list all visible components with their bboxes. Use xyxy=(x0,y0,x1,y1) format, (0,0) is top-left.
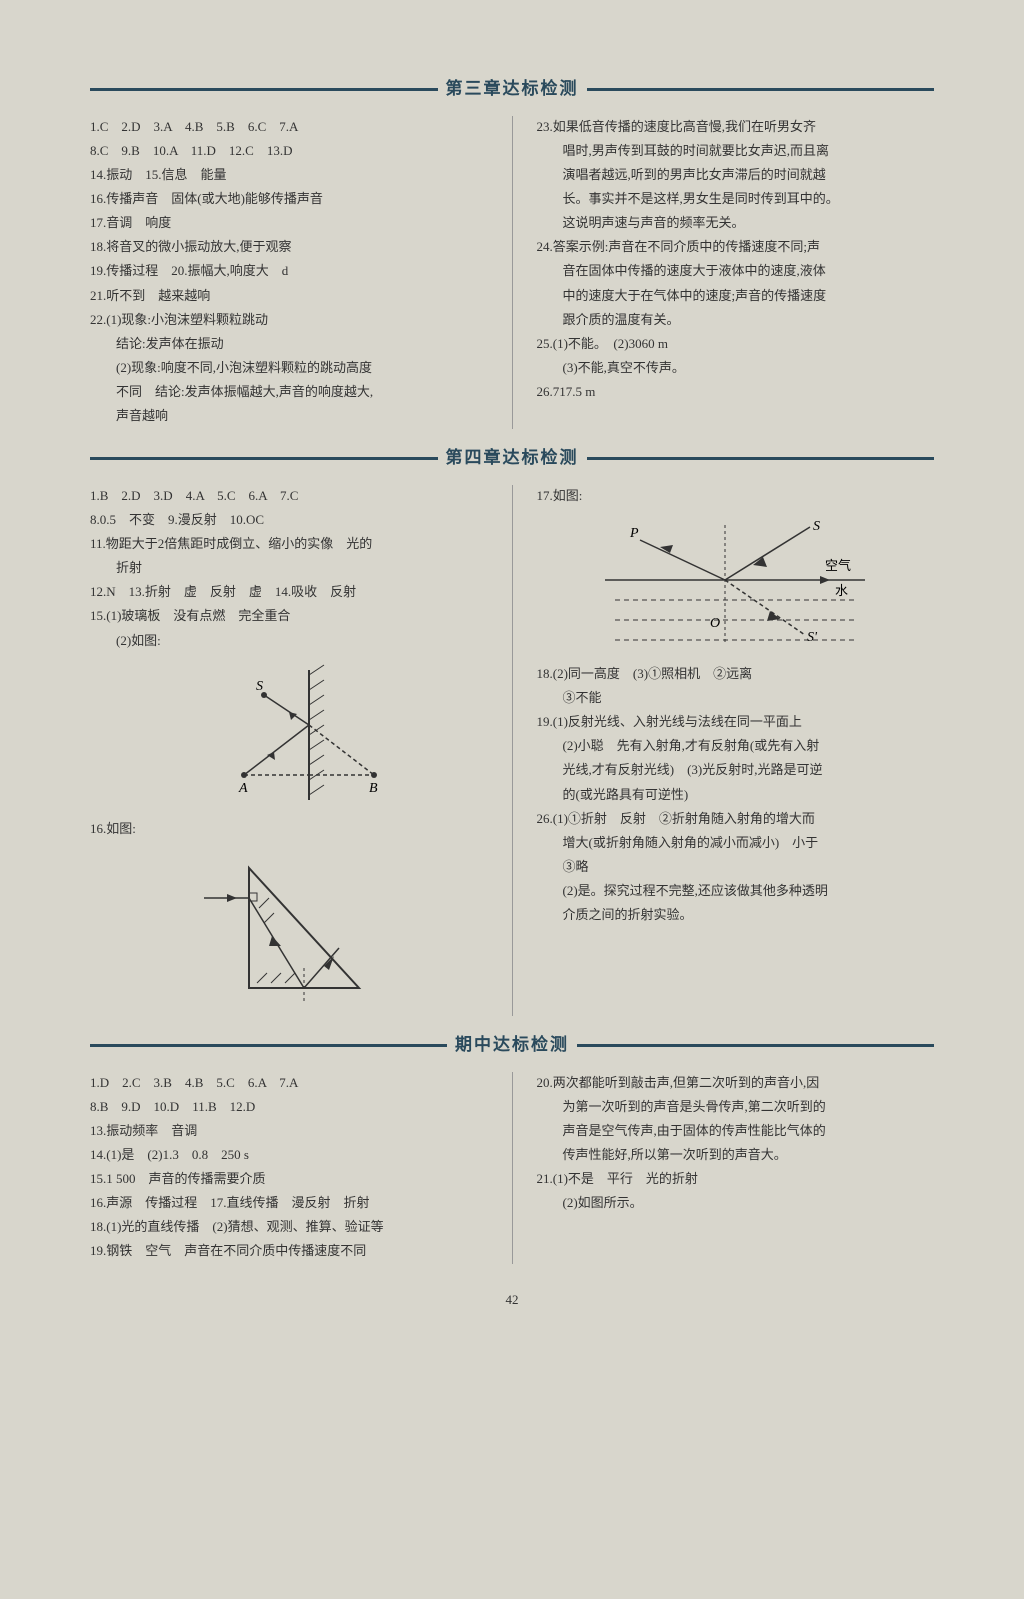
answer-line: (2)如图所示。 xyxy=(537,1192,935,1214)
section-2-left-col: 1.B 2.D 3.D 4.A 5.C 6.A 7.C8.0.5 不变 9.漫反… xyxy=(90,485,488,1016)
section-3-content: 1.D 2.C 3.B 4.B 5.C 6.A 7.A8.B 9.D 10.D … xyxy=(90,1072,934,1265)
answer-line: (3)不能,真空不传声。 xyxy=(537,357,935,379)
answer-line: 25.(1)不能。 (2)3060 m xyxy=(537,333,935,355)
header-line-right xyxy=(587,457,935,460)
section-2-content: 1.B 2.D 3.D 4.A 5.C 6.A 7.C8.0.5 不变 9.漫反… xyxy=(90,485,934,1016)
answer-line: 声音越响 xyxy=(90,405,488,427)
section-3-right-col: 20.两次都能听到敲击声,但第二次听到的声音小,因 为第一次听到的声音是头骨传声… xyxy=(537,1072,935,1265)
answer-line: 13.振动频率 音调 xyxy=(90,1120,488,1142)
header-line-right xyxy=(577,1044,934,1047)
answer-line: 传声性能好,所以第一次听到的声音大。 xyxy=(537,1144,935,1166)
answer-line: 19.钢铁 空气 声音在不同介质中传播速度不同 xyxy=(90,1240,488,1262)
column-divider xyxy=(512,485,513,1016)
label-S-top: S xyxy=(813,519,820,534)
answer-line: 16.如图: xyxy=(90,818,488,840)
answer-line: 22.(1)现象:小泡沫塑料颗粒跳动 xyxy=(90,309,488,331)
answer-line: (2)现象:响度不同,小泡沫塑料颗粒的跳动高度 xyxy=(90,357,488,379)
section-1-content: 1.C 2.D 3.A 4.B 5.B 6.C 7.A8.C 9.B 10.A … xyxy=(90,116,934,429)
answer-line: 19.传播过程 20.振幅大,响度大 d xyxy=(90,260,488,282)
answer-line: 增大(或折射角随入射角的减小而减小) 小于 xyxy=(537,832,935,854)
header-line-right xyxy=(587,88,935,91)
answer-line: 21.(1)不是 平行 光的折射 xyxy=(537,1168,935,1190)
answer-line: 16.传播声音 固体(或大地)能够传播声音 xyxy=(90,188,488,210)
section-1-title: 第三章达标检测 xyxy=(438,75,587,104)
label-O: O xyxy=(710,616,720,631)
answer-line: 14.振动 15.信息 能量 xyxy=(90,164,488,186)
answer-line: (2)小聪 先有入射角,才有反射角(或先有入射 xyxy=(537,735,935,757)
answer-line: 18.将音叉的微小振动放大,便于观察 xyxy=(90,236,488,258)
answer-line: 1.C 2.D 3.A 4.B 5.B 6.C 7.A xyxy=(90,116,488,138)
answer-line: 24.答案示例:声音在不同介质中的传播速度不同;声 xyxy=(537,236,935,258)
answer-line: ③不能 xyxy=(537,687,935,709)
section-2-header: 第四章达标检测 xyxy=(90,444,934,473)
answer-line: 15.1 500 声音的传播需要介质 xyxy=(90,1168,488,1190)
answer-line: 11.物距大于2倍焦距时成倒立、缩小的实像 光的 xyxy=(90,533,488,555)
answer-line: 8.C 9.B 10.A 11.D 12.C 13.D xyxy=(90,140,488,162)
section-1-right-col: 23.如果低音传播的速度比高音慢,我们在听男女齐 唱时,男声传到耳鼓的时间就要比… xyxy=(537,116,935,429)
answer-line: 长。事实并不是这样,男女生是同时传到耳中的。 xyxy=(537,188,935,210)
answer-line: 17.音调 响度 xyxy=(90,212,488,234)
answer-line: 介质之间的折射实验。 xyxy=(537,904,935,926)
answer-line: 18.(1)光的直线传播 (2)猜想、观测、推算、验证等 xyxy=(90,1216,488,1238)
section-3-title: 期中达标检测 xyxy=(447,1031,577,1060)
answer-line: 不同 结论:发声体振幅越大,声音的响度越大, xyxy=(90,381,488,403)
answer-line: 为第一次听到的声音是头骨传声,第二次听到的 xyxy=(537,1096,935,1118)
answer-line: 23.如果低音传播的速度比高音慢,我们在听男女齐 xyxy=(537,116,935,138)
answer-line: 17.如图: xyxy=(537,485,935,507)
label-S-prime: S' xyxy=(807,630,818,645)
answer-line: 8.B 9.D 10.D 11.B 12.D xyxy=(90,1096,488,1118)
answer-line: 1.D 2.C 3.B 4.B 5.C 6.A 7.A xyxy=(90,1072,488,1094)
label-P: P xyxy=(629,526,639,541)
answer-line: (2)是。探究过程不完整,还应该做其他多种透明 xyxy=(537,880,935,902)
header-line-left xyxy=(90,88,438,91)
answer-line: ③略 xyxy=(537,856,935,878)
answer-line: 这说明声速与声音的频率无关。 xyxy=(537,212,935,234)
answer-line: 音在固体中传播的速度大于液体中的速度,液体 xyxy=(537,260,935,282)
answer-line: 21.听不到 越来越响 xyxy=(90,285,488,307)
answer-line: 26.717.5 m xyxy=(537,381,935,403)
answer-line: 12.N 13.折射 虚 反射 虚 14.吸收 反射 xyxy=(90,581,488,603)
answer-line: 8.0.5 不变 9.漫反射 10.OC xyxy=(90,509,488,531)
section-1-header: 第三章达标检测 xyxy=(90,75,934,104)
answer-line: 跟介质的温度有关。 xyxy=(537,309,935,331)
answer-line: 26.(1)①折射 反射 ②折射角随入射角的增大而 xyxy=(537,808,935,830)
label-water: 水 xyxy=(835,583,848,598)
diagram-17: P S S' O 空气 水 xyxy=(537,515,935,655)
header-line-left xyxy=(90,457,438,460)
section-2-right-col: 17.如图: P S xyxy=(537,485,935,1016)
answer-line: 15.(1)玻璃板 没有点燃 完全重合 xyxy=(90,605,488,627)
label-S: S xyxy=(256,679,263,694)
section-3-left-col: 1.D 2.C 3.B 4.B 5.C 6.A 7.A8.B 9.D 10.D … xyxy=(90,1072,488,1265)
label-A: A xyxy=(238,781,248,796)
answer-line: 唱时,男声传到耳鼓的时间就要比女声迟,而且离 xyxy=(537,140,935,162)
page-number: 42 xyxy=(90,1289,934,1311)
answer-line: 14.(1)是 (2)1.3 0.8 250 s xyxy=(90,1144,488,1166)
answer-line: 结论:发声体在振动 xyxy=(90,333,488,355)
column-divider xyxy=(512,1072,513,1265)
answer-line: 演唱者越远,听到的男声比女声滞后的时间就越 xyxy=(537,164,935,186)
answer-line: 中的速度大于在气体中的速度;声音的传播速度 xyxy=(537,285,935,307)
section-3-header: 期中达标检测 xyxy=(90,1031,934,1060)
column-divider xyxy=(512,116,513,429)
answer-line: 声音是空气传声,由于固体的传声性能比气体的 xyxy=(537,1120,935,1142)
section-1-left-col: 1.C 2.D 3.A 4.B 5.B 6.C 7.A8.C 9.B 10.A … xyxy=(90,116,488,429)
answer-line: (2)如图: xyxy=(90,630,488,652)
section-2-title: 第四章达标检测 xyxy=(438,444,587,473)
answer-line: 1.B 2.D 3.D 4.A 5.C 6.A 7.C xyxy=(90,485,488,507)
diagram-16 xyxy=(90,848,488,1008)
answer-line: 20.两次都能听到敲击声,但第二次听到的声音小,因 xyxy=(537,1072,935,1094)
answer-line: 16.声源 传播过程 17.直线传播 漫反射 折射 xyxy=(90,1192,488,1214)
answer-line: 折射 xyxy=(90,557,488,579)
answer-line: 18.(2)同一高度 (3)①照相机 ②远离 xyxy=(537,663,935,685)
label-air: 空气 xyxy=(825,558,851,573)
answer-line: 光线,才有反射光线) (3)光反射时,光路是可逆 xyxy=(537,759,935,781)
answer-line: 19.(1)反射光线、入射光线与法线在同一平面上 xyxy=(537,711,935,733)
label-B: B xyxy=(369,781,378,796)
header-line-left xyxy=(90,1044,447,1047)
answer-line: 的(或光路具有可逆性) xyxy=(537,784,935,806)
diagram-15: S A B xyxy=(90,660,488,810)
